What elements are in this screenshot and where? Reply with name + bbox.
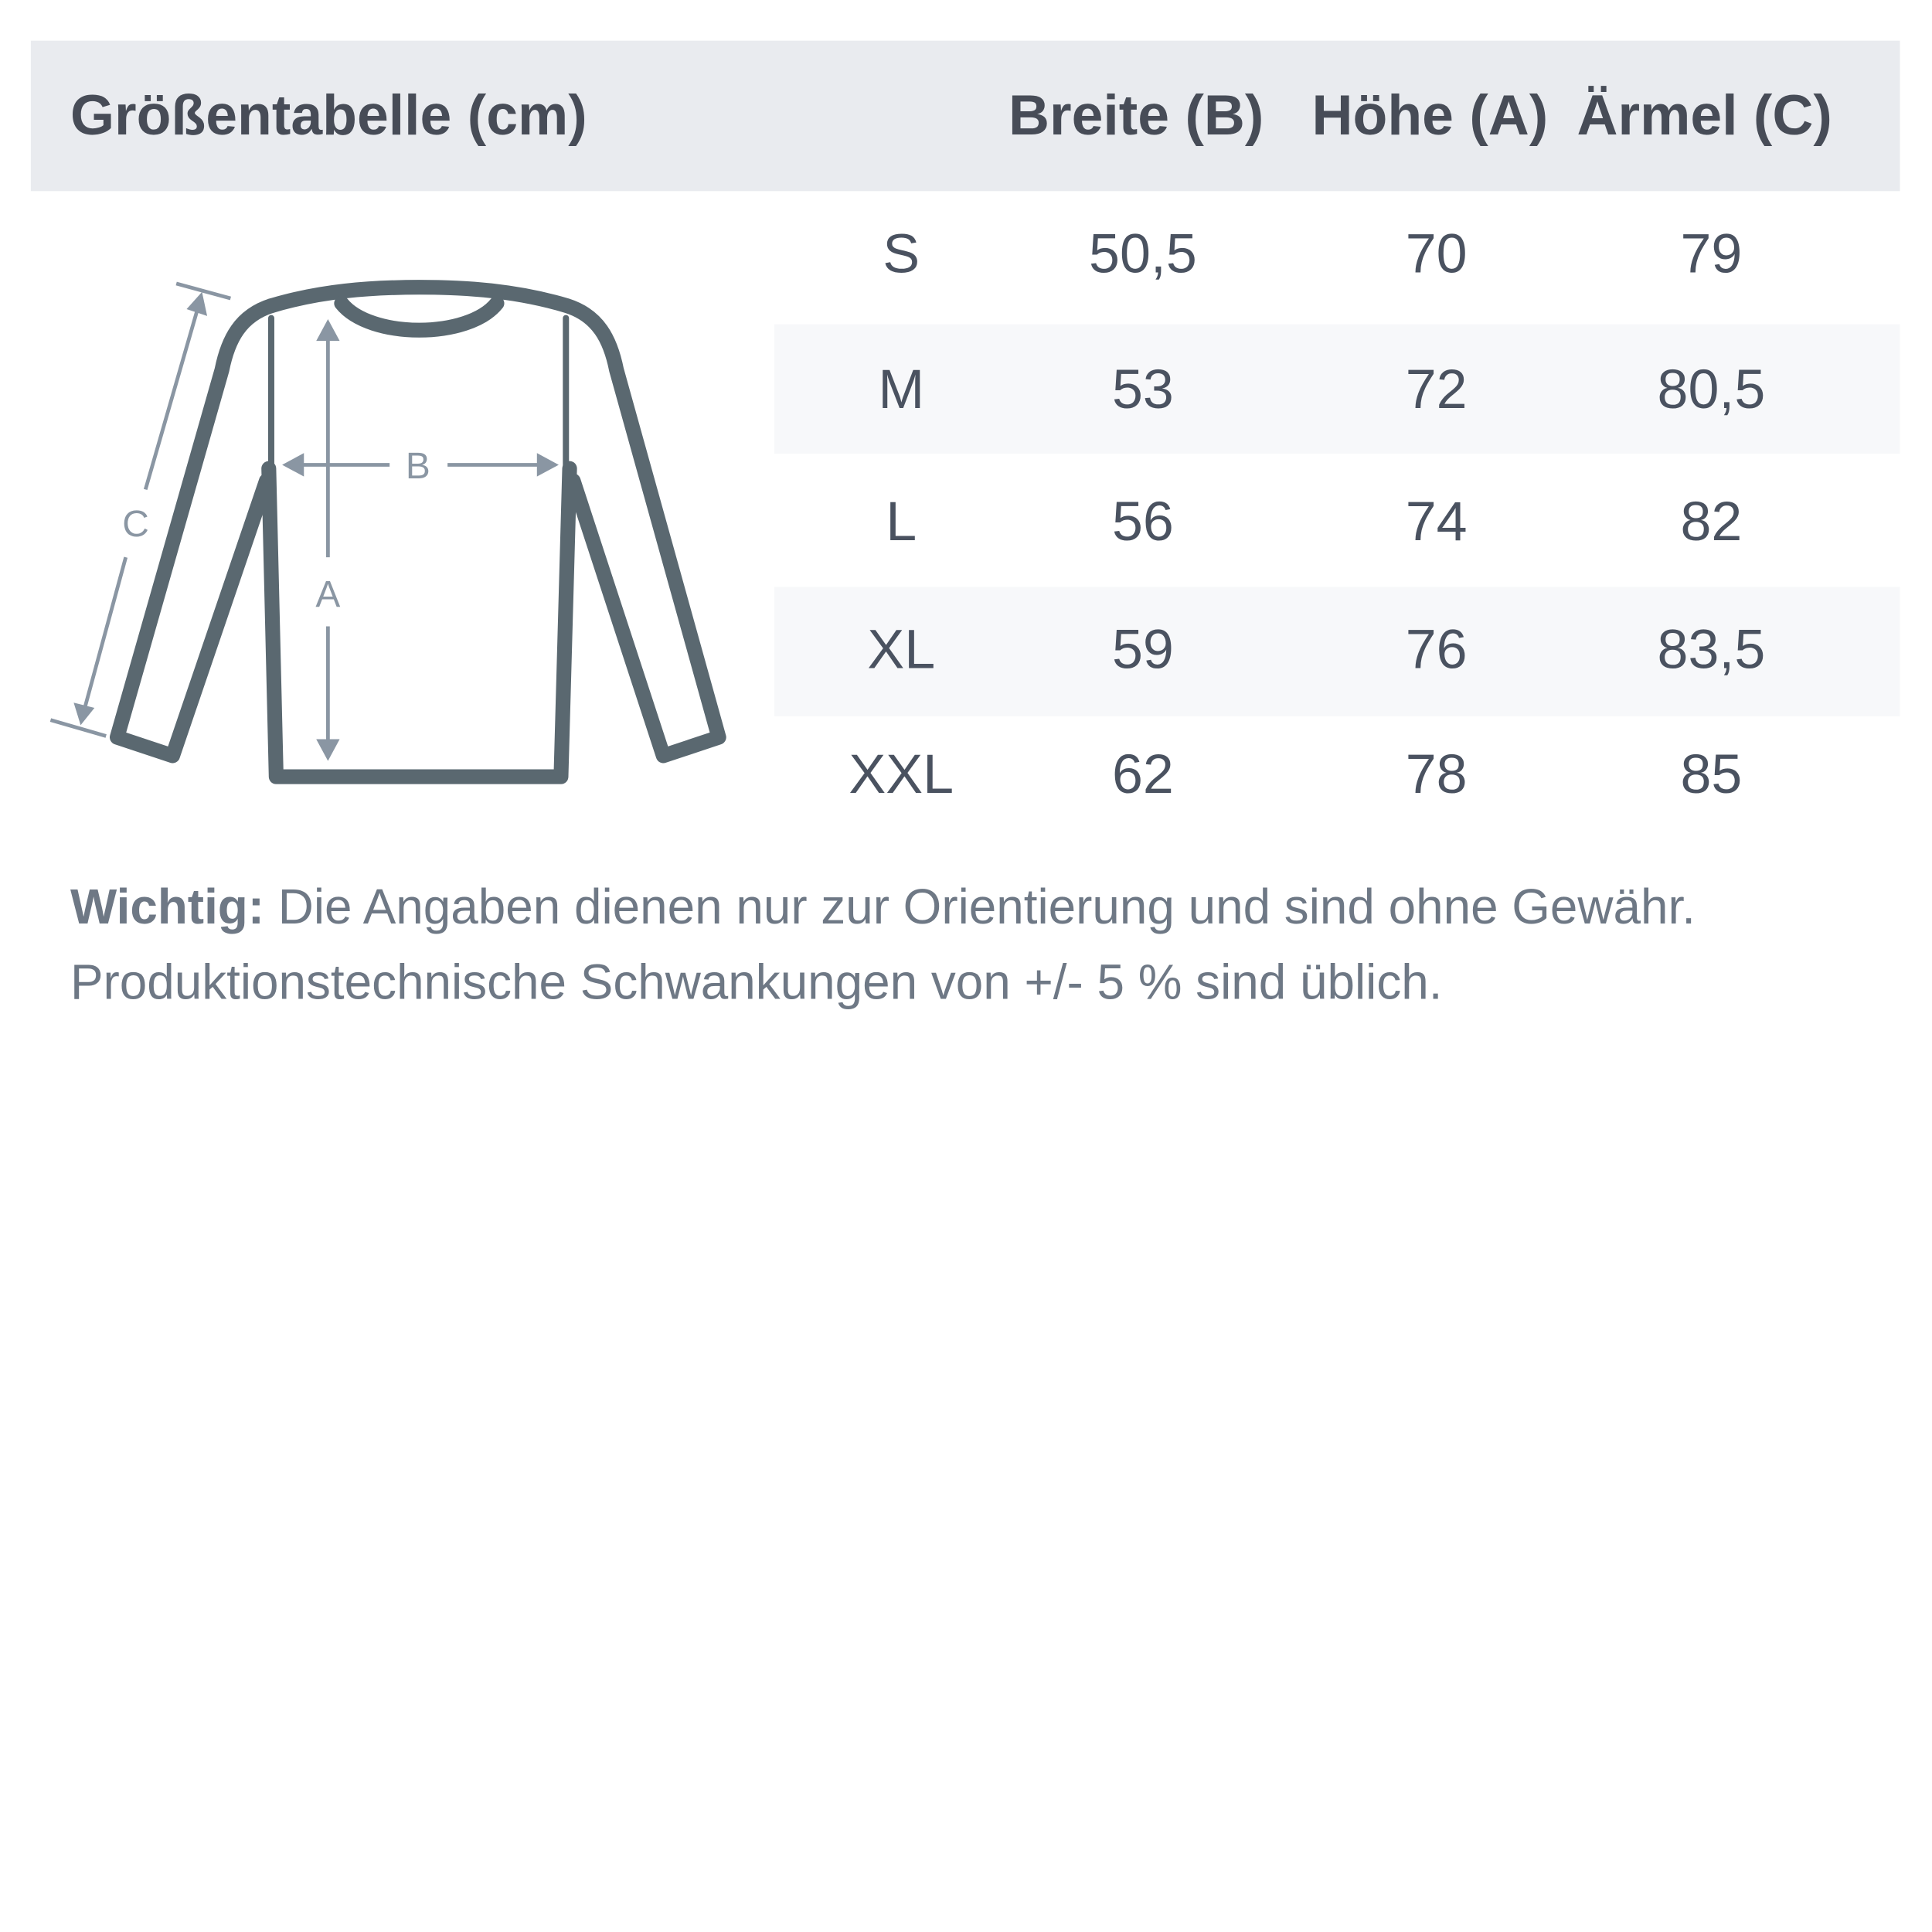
size-cell: XXL (849, 742, 954, 805)
note-bold: Wichtig: (70, 880, 265, 935)
size-cell: XL (867, 617, 936, 681)
note-line1: Die Angaben dienen nur zur Orientierung … (264, 880, 1696, 935)
label-a: A (315, 574, 340, 615)
note-line2: Produktionstechnische Schwankungen von +… (70, 955, 1443, 1010)
disclaimer-note: Wichtig: Die Angaben dienen nur zur Orie… (70, 870, 1696, 1021)
column-header-breite: Breite (B) (1009, 82, 1264, 147)
value-cell: 79 (1680, 222, 1743, 285)
value-cell: 72 (1405, 357, 1468, 421)
value-cell: 85 (1680, 742, 1743, 805)
value-cell: 70 (1405, 222, 1468, 285)
value-cell: 62 (1112, 742, 1174, 805)
value-cell: 78 (1405, 742, 1468, 805)
table-header (30, 40, 1900, 192)
size-cell: S (883, 222, 920, 285)
value-cell: 50,5 (1089, 222, 1197, 285)
size-cell: L (886, 489, 917, 553)
row-stripe (774, 587, 1900, 716)
size-cell: M (878, 357, 925, 421)
value-cell: 74 (1405, 489, 1468, 553)
value-cell: 83,5 (1657, 617, 1766, 681)
value-cell: 53 (1112, 357, 1174, 421)
value-cell: 56 (1112, 489, 1174, 553)
value-cell: 59 (1112, 617, 1174, 681)
chart-title: Größentabelle (cm) (70, 82, 587, 147)
row-stripe (774, 324, 1900, 454)
value-cell: 76 (1405, 617, 1468, 681)
label-c: C (122, 504, 149, 545)
column-header-hoehe: Höhe (A) (1311, 82, 1549, 147)
value-cell: 80,5 (1657, 357, 1766, 421)
value-cell: 82 (1680, 489, 1743, 553)
label-b: B (406, 446, 430, 487)
column-header-aermel: Ärmel (C) (1577, 82, 1832, 147)
measurement-arrows (49, 281, 559, 761)
sweater-diagram: B A C (49, 280, 726, 784)
sweater-outline-icon (109, 280, 726, 784)
